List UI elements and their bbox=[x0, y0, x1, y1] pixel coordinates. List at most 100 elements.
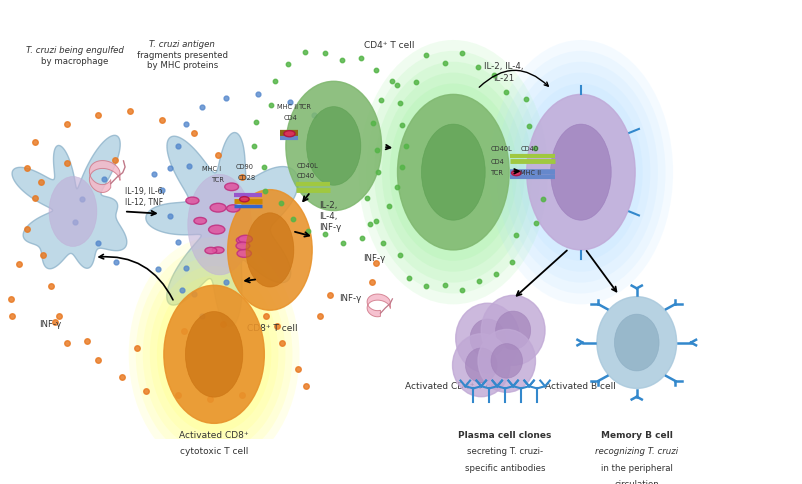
Ellipse shape bbox=[188, 175, 251, 275]
Polygon shape bbox=[146, 133, 298, 327]
Text: IL-2,: IL-2, bbox=[319, 201, 338, 210]
Circle shape bbox=[237, 250, 251, 258]
Text: T. cruzi antigen: T. cruzi antigen bbox=[149, 40, 215, 48]
Ellipse shape bbox=[469, 319, 504, 358]
Text: cytotoxic T cell: cytotoxic T cell bbox=[180, 446, 248, 455]
Text: CD4: CD4 bbox=[283, 115, 297, 121]
Text: Activated CD8⁺: Activated CD8⁺ bbox=[179, 430, 249, 439]
Text: specific antibodies: specific antibodies bbox=[464, 463, 545, 472]
Ellipse shape bbox=[397, 95, 508, 250]
Circle shape bbox=[209, 226, 225, 235]
Ellipse shape bbox=[480, 296, 545, 365]
Text: IL-2, IL-4,: IL-2, IL-4, bbox=[484, 62, 523, 71]
Circle shape bbox=[511, 171, 520, 176]
Ellipse shape bbox=[306, 107, 360, 186]
Text: by MHC proteins: by MHC proteins bbox=[147, 61, 217, 70]
Text: TCR: TCR bbox=[299, 103, 312, 109]
Ellipse shape bbox=[518, 84, 642, 261]
Polygon shape bbox=[367, 294, 390, 317]
Circle shape bbox=[238, 236, 252, 243]
Circle shape bbox=[226, 205, 240, 212]
Text: circulation: circulation bbox=[614, 480, 658, 484]
Circle shape bbox=[284, 131, 294, 137]
Ellipse shape bbox=[452, 334, 509, 397]
Text: in the peripheral: in the peripheral bbox=[600, 463, 672, 472]
Text: recognizing T. cruzi: recognizing T. cruzi bbox=[594, 446, 678, 455]
Text: CD40L: CD40L bbox=[490, 146, 512, 152]
Text: MHC I: MHC I bbox=[202, 166, 221, 172]
Ellipse shape bbox=[389, 84, 516, 261]
Ellipse shape bbox=[477, 330, 535, 393]
Text: CD4⁺ T cell: CD4⁺ T cell bbox=[363, 41, 414, 49]
Ellipse shape bbox=[490, 344, 522, 378]
Ellipse shape bbox=[245, 213, 294, 287]
Ellipse shape bbox=[382, 74, 525, 272]
Ellipse shape bbox=[164, 286, 264, 424]
Circle shape bbox=[212, 247, 224, 254]
Text: CD40: CD40 bbox=[520, 146, 539, 152]
Ellipse shape bbox=[185, 312, 242, 397]
Circle shape bbox=[236, 237, 249, 244]
Text: MHC II: MHC II bbox=[519, 170, 540, 176]
Text: IL-4,: IL-4, bbox=[319, 212, 338, 221]
Text: CD8⁺ T cell: CD8⁺ T cell bbox=[247, 323, 298, 332]
Ellipse shape bbox=[421, 125, 484, 221]
Circle shape bbox=[236, 242, 249, 250]
Ellipse shape bbox=[496, 52, 665, 294]
Text: CD4: CD4 bbox=[490, 159, 504, 165]
Polygon shape bbox=[12, 136, 127, 269]
Text: CD40: CD40 bbox=[296, 173, 314, 179]
Text: INF-γ: INF-γ bbox=[363, 253, 385, 262]
Ellipse shape bbox=[488, 41, 672, 305]
Ellipse shape bbox=[128, 238, 299, 472]
Ellipse shape bbox=[49, 177, 97, 247]
Circle shape bbox=[210, 204, 226, 212]
Circle shape bbox=[225, 183, 238, 191]
Text: CD28: CD28 bbox=[237, 175, 256, 181]
Ellipse shape bbox=[156, 276, 271, 433]
Text: INF-γ: INF-γ bbox=[319, 223, 341, 231]
Ellipse shape bbox=[596, 297, 676, 389]
Ellipse shape bbox=[550, 125, 610, 221]
FancyArrowPatch shape bbox=[479, 71, 548, 88]
Ellipse shape bbox=[366, 52, 540, 294]
Circle shape bbox=[239, 197, 249, 202]
Ellipse shape bbox=[136, 247, 292, 462]
Polygon shape bbox=[89, 161, 119, 193]
Text: MHC II: MHC II bbox=[277, 103, 298, 109]
Ellipse shape bbox=[614, 315, 658, 371]
FancyArrowPatch shape bbox=[99, 255, 172, 300]
Ellipse shape bbox=[374, 62, 532, 283]
Text: CD90: CD90 bbox=[235, 164, 253, 169]
Text: IL-12, TNF: IL-12, TNF bbox=[124, 197, 163, 206]
Text: IL-19, IL-6,: IL-19, IL-6, bbox=[124, 187, 164, 196]
Ellipse shape bbox=[495, 311, 530, 350]
Ellipse shape bbox=[286, 82, 381, 211]
Ellipse shape bbox=[358, 41, 548, 305]
Text: CD40L: CD40L bbox=[296, 163, 318, 168]
Text: fragments presented: fragments presented bbox=[136, 50, 228, 60]
Text: INF-γ: INF-γ bbox=[339, 293, 361, 302]
Text: Plasma cell clones: Plasma cell clones bbox=[458, 430, 551, 439]
Ellipse shape bbox=[465, 348, 496, 383]
Ellipse shape bbox=[456, 303, 519, 373]
Circle shape bbox=[205, 248, 217, 254]
Text: Activated B cell: Activated B cell bbox=[545, 381, 616, 390]
Ellipse shape bbox=[526, 95, 634, 250]
Text: by macrophage: by macrophage bbox=[41, 57, 108, 66]
Circle shape bbox=[194, 218, 206, 225]
Ellipse shape bbox=[504, 62, 657, 283]
Text: IL-21: IL-21 bbox=[492, 74, 513, 82]
Text: T. cruzi being engulfed: T. cruzi being engulfed bbox=[26, 46, 124, 55]
Text: TCR: TCR bbox=[490, 170, 503, 176]
Text: TCR: TCR bbox=[212, 177, 225, 182]
Text: INF-γ: INF-γ bbox=[39, 319, 62, 328]
Ellipse shape bbox=[511, 74, 650, 272]
Text: Activated CD4⁺ T cell: Activated CD4⁺ T cell bbox=[404, 381, 501, 390]
Circle shape bbox=[185, 197, 199, 205]
Text: secreting T. cruzi-: secreting T. cruzi- bbox=[467, 446, 543, 455]
Ellipse shape bbox=[143, 257, 285, 453]
Text: Memory B cell: Memory B cell bbox=[600, 430, 672, 439]
Ellipse shape bbox=[150, 266, 278, 443]
Ellipse shape bbox=[228, 190, 312, 311]
